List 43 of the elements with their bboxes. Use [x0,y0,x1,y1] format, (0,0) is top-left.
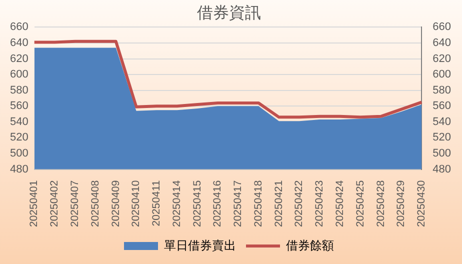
legend-label: 借券餘額 [286,238,334,252]
x-tick-label: 20250422 [293,180,306,227]
y2-tick-label: 660 [432,21,452,34]
x-tick-label: 20250402 [48,180,61,227]
y2-tick-label: 640 [432,37,452,50]
x-tick-label: 20250425 [354,180,366,227]
x-tick-label: 20250408 [89,180,102,227]
y2-tick-label: 560 [432,100,452,112]
x-tick-label: 20250414 [170,180,183,227]
x-tick-label: 20250429 [395,180,408,227]
x-tick-label: 20250430 [416,180,428,227]
x-tick-label: 20250409 [110,180,122,227]
x-tick-label: 20250416 [212,180,224,227]
x-tick-label: 20250424 [334,180,346,227]
y2-tick-label: 580 [432,84,452,96]
x-tick-label: 20250418 [252,180,264,227]
y-tick-label: 540 [10,116,28,128]
x-tick-label: 20250428 [374,180,387,227]
y-tick-label: 660 [10,21,28,34]
y-tick-label: 520 [10,132,28,144]
chart-title: 借券資訊 [197,4,261,22]
y-tick-label: 600 [10,68,28,81]
y-tick-label: 620 [10,52,28,65]
y2-tick-label: 480 [432,163,452,176]
y-tick-label: 500 [10,148,28,160]
y-tick-label: 480 [10,163,28,176]
y2-tick-label: 540 [432,116,452,128]
y-tick-label: 560 [10,100,28,112]
x-tick-label: 20250415 [191,180,204,227]
y2-tick-label: 600 [432,68,452,81]
x-tick-label: 20250421 [272,180,285,227]
y2-tick-label: 500 [432,148,452,160]
x-tick-label: 20250407 [69,180,82,227]
y-tick-label: 580 [10,84,28,96]
x-tick-label: 20250423 [314,180,326,227]
legend-label: 單日借券賣出 [164,238,236,252]
x-tick-label: 20250401 [28,180,40,227]
x-tick-label: 20250417 [232,180,244,227]
y-tick-label: 640 [10,37,28,50]
y2-tick-label: 620 [432,52,452,65]
y2-tick-label: 520 [432,132,452,144]
x-tick-label: 20250411 [150,180,163,226]
x-tick-label: 20250410 [130,180,142,227]
